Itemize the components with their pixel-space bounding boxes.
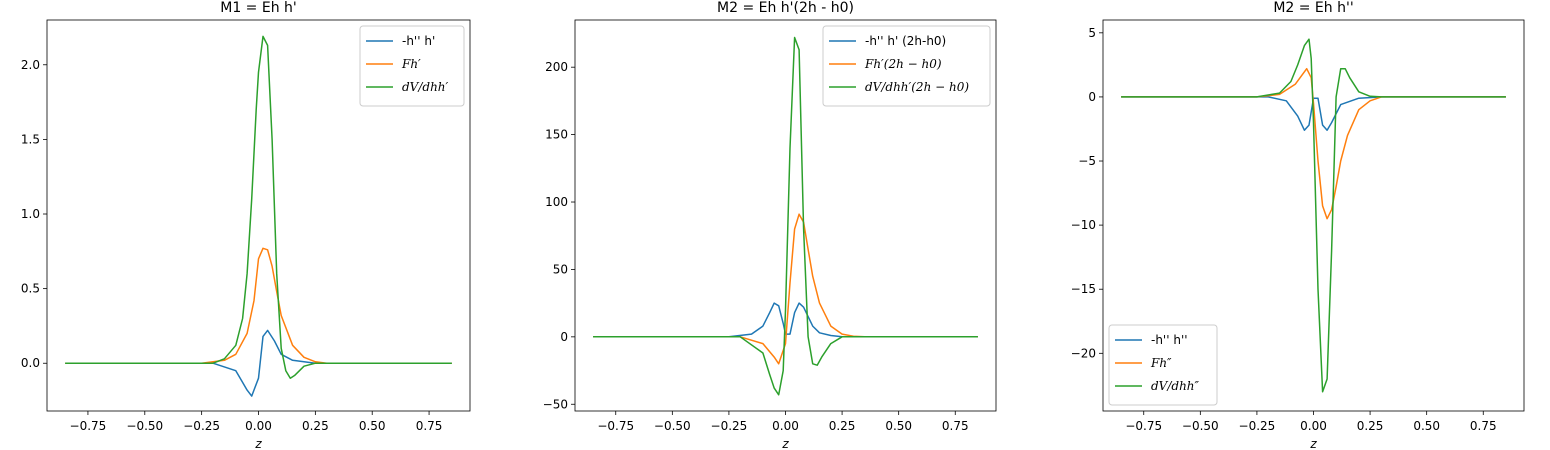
x-tick-label: 0.50 bbox=[1413, 419, 1440, 433]
legend: -h'' h' (2h-h0) Fh′(2h − h0) dV/dhh′(2h − … bbox=[822, 25, 991, 107]
x-tick-label: 0.75 bbox=[416, 419, 443, 433]
x-tick-label: −0.25 bbox=[1239, 419, 1276, 433]
x-axis-label: z bbox=[781, 437, 789, 450]
y-tick-label: −15 bbox=[1071, 282, 1096, 296]
y-tick-label: 5 bbox=[1088, 26, 1096, 40]
x-tick-label: 0.75 bbox=[942, 419, 969, 433]
legend-box bbox=[359, 25, 465, 107]
x-tick-label: 0.25 bbox=[302, 419, 329, 433]
legend-entry-label: Fh″ bbox=[1150, 356, 1172, 370]
series-line-1 bbox=[593, 302, 978, 338]
y-tick-label: 100 bbox=[545, 195, 568, 209]
y-tick-label: −20 bbox=[1071, 346, 1096, 360]
y-tick-label: 1.0 bbox=[21, 207, 40, 221]
legend-entry-label: Fh′ bbox=[401, 57, 421, 71]
legend-entry-label: -h'' h' (2h-h0) bbox=[865, 34, 946, 48]
y-tick-label: −5 bbox=[1078, 154, 1096, 168]
series-line-1 bbox=[1121, 96, 1506, 131]
x-tick-label: 0.25 bbox=[829, 419, 856, 433]
y-tick-label: 50 bbox=[553, 262, 568, 276]
x-tick-label: 0.00 bbox=[1300, 419, 1327, 433]
series-line-3 bbox=[1121, 38, 1506, 393]
legend-entry-label: dV/dhh′ bbox=[402, 80, 449, 94]
series-line-1 bbox=[65, 329, 452, 397]
chart-title: M2 = Eh h'' bbox=[1273, 0, 1353, 16]
series-line-3 bbox=[65, 35, 452, 379]
x-tick-label: −0.50 bbox=[654, 419, 691, 433]
legend: -h'' h'' Fh″ dV/dhh″ bbox=[1108, 324, 1218, 406]
x-tick-label: −0.50 bbox=[126, 419, 163, 433]
x-axis-label: z bbox=[1309, 437, 1317, 450]
chart-panel-2: −0.75 −0.50 −0.25 0.00 0.25 0.50 0.75 −50 0 50 100… bbox=[543, 0, 997, 450]
series-line-2 bbox=[593, 213, 978, 365]
x-tick-label: 0.25 bbox=[1357, 419, 1384, 433]
x-tick-label: 0.00 bbox=[245, 419, 272, 433]
y-tick-label: 150 bbox=[545, 128, 568, 142]
legend-entry-label: dV/dhh″ bbox=[1151, 379, 1200, 393]
legend: -h'' h' Fh′ dV/dhh′ bbox=[359, 25, 465, 107]
x-tick-label: −0.75 bbox=[597, 419, 634, 433]
x-axis-label: z bbox=[254, 437, 262, 450]
legend-entry-label: -h'' h' bbox=[402, 34, 435, 48]
y-tick-label: 0.5 bbox=[21, 282, 40, 296]
y-tick-label: 200 bbox=[545, 60, 568, 74]
y-tick-label: −50 bbox=[543, 397, 568, 411]
series-line-2 bbox=[65, 247, 452, 364]
chart-panel-3: −0.75 −0.50 −0.25 0.00 0.25 0.50 0.75 −20 −15 −10… bbox=[1071, 0, 1525, 450]
y-tick-label: 2.0 bbox=[21, 58, 40, 72]
x-tick-label: −0.25 bbox=[183, 419, 220, 433]
y-tick-label: −10 bbox=[1071, 218, 1096, 232]
chart-title: M1 = Eh h' bbox=[220, 0, 297, 16]
series-line-2 bbox=[1121, 67, 1506, 220]
x-tick-label: 0.00 bbox=[772, 419, 799, 433]
x-tick-label: −0.75 bbox=[70, 419, 107, 433]
x-tick-label: 0.50 bbox=[885, 419, 912, 433]
legend-entry-label: -h'' h'' bbox=[1151, 333, 1188, 347]
x-tick-label: −0.75 bbox=[1125, 419, 1162, 433]
legend-entry-label: Fh′(2h − h0) bbox=[864, 57, 942, 71]
chart-title: M2 = Eh h'(2h - h0) bbox=[717, 0, 854, 16]
chart-panel-1: −0.75 −0.50 −0.25 0.00 0.25 0.50 0.75 0.0 0.5 1.0… bbox=[21, 0, 471, 450]
y-tick-label: 1.5 bbox=[21, 132, 40, 146]
y-tick-label: 0 bbox=[560, 330, 568, 344]
x-tick-label: −0.25 bbox=[711, 419, 748, 433]
x-tick-label: −0.50 bbox=[1182, 419, 1219, 433]
x-tick-label: 0.50 bbox=[359, 419, 386, 433]
x-tick-label: 0.75 bbox=[1470, 419, 1497, 433]
series-line-3 bbox=[593, 36, 978, 396]
legend-box bbox=[822, 25, 991, 107]
y-tick-label: 0.0 bbox=[21, 356, 40, 370]
y-tick-label: 0 bbox=[1088, 90, 1096, 104]
legend-box bbox=[1108, 324, 1218, 406]
legend-entry-label: dV/dhh′(2h − h0) bbox=[865, 80, 969, 94]
